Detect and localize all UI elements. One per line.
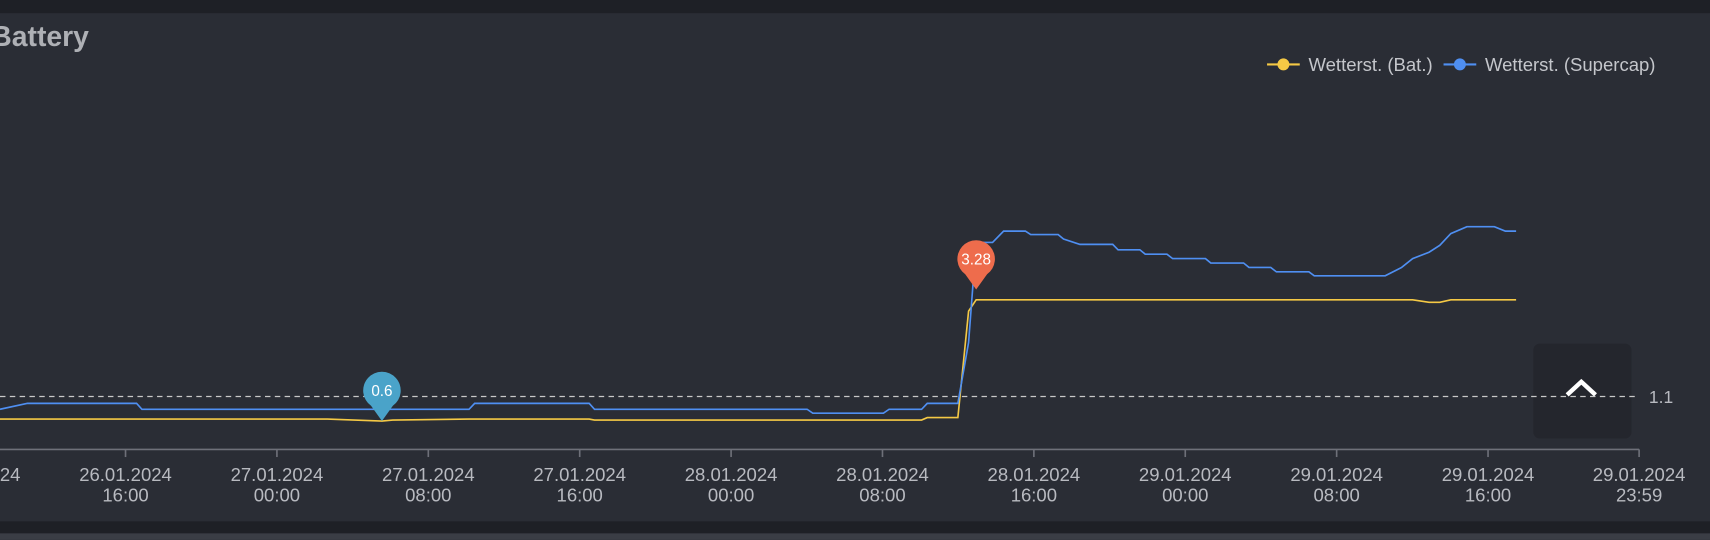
x-tick-label-line: 00:00	[708, 485, 754, 506]
chevron-up[interactable]	[1565, 378, 1597, 397]
legend-label: Wetterst. (Bat.)	[1308, 54, 1432, 75]
marker-pin	[363, 371, 401, 422]
x-tick-label-line: 16:00	[1465, 485, 1511, 506]
x-tick-label: 28.01.2024 00:00	[685, 464, 778, 506]
x-tick-label-line: 08:00	[1313, 485, 1359, 506]
x-tick-label-line: 08:00	[405, 485, 451, 506]
x-tick-label-line: 28.01.2024	[988, 464, 1081, 485]
x-tick-label-line: 16:00	[557, 485, 603, 506]
x-tick-label: 28.01.2024 08:00	[836, 464, 929, 506]
x-tick-label: 29.01.2024 00:00	[1139, 464, 1232, 506]
x-tick-label-line: 16:00	[1011, 485, 1057, 506]
x-tick-label-line: 00:00	[254, 485, 300, 506]
mark-line-label: 1.1	[1649, 387, 1673, 407]
x-tick-label-line: 29.01.2024	[1139, 464, 1232, 485]
x-tick-label-line: 28.01.2024	[685, 464, 778, 485]
legend-swatch-dot	[1453, 58, 1466, 71]
x-tick-label-line: 29.01.2024	[1290, 464, 1383, 485]
x-tick-label-line: 00:00	[1162, 485, 1208, 506]
x-tick-label: 28.01.2024 16:00	[988, 464, 1081, 506]
series-line	[0, 299, 1517, 422]
scroll-top-button[interactable]	[1533, 343, 1632, 439]
x-tick-label: 27.01.2024 16:00	[533, 464, 626, 506]
x-tick-label-line: 26.01.2024	[0, 464, 20, 485]
x-tick-label-line: 27.01.2024	[382, 464, 475, 485]
button-bg[interactable]	[1533, 343, 1632, 439]
x-tick-label: 27.01.2024 00:00	[231, 464, 324, 506]
marker-label: 3.28	[961, 251, 991, 268]
bottom-bar	[0, 533, 1710, 540]
x-tick-label-line: 27.01.2024	[533, 464, 626, 485]
legend-label: Wetterst. (Supercap)	[1485, 54, 1655, 75]
x-tick-label-line: 29.01.2024	[1593, 464, 1686, 485]
x-tick-label-line: 29.01.2024	[1442, 464, 1535, 485]
x-tick-label: 27.01.2024 08:00	[382, 464, 475, 506]
x-tick-label-line: 27.01.2024	[231, 464, 324, 485]
x-tick-label-line: 08:00	[859, 485, 905, 506]
marker-pin	[957, 240, 995, 290]
legend-swatch-dot	[1277, 58, 1290, 71]
series-line	[0, 225, 1517, 415]
x-tick-label-line: 23:59	[1616, 485, 1662, 506]
x-tick-label: 29.01.2024 23:59	[1593, 464, 1686, 506]
x-tick-label-line: 28.01.2024	[836, 464, 929, 485]
x-tick-label: 29.01.2024 16:00	[1442, 464, 1535, 506]
chart-title: Battery	[0, 21, 89, 53]
marker-label: 0.6	[371, 383, 392, 400]
x-tick-label: 29.01.2024 08:00	[1290, 464, 1383, 506]
panel	[0, 13, 1710, 522]
x-tick-label-line: 26.01.2024	[79, 464, 172, 485]
x-tick-label: 26.01.2024 16:00	[79, 464, 172, 506]
x-tick-label-line: 16:00	[102, 485, 148, 506]
